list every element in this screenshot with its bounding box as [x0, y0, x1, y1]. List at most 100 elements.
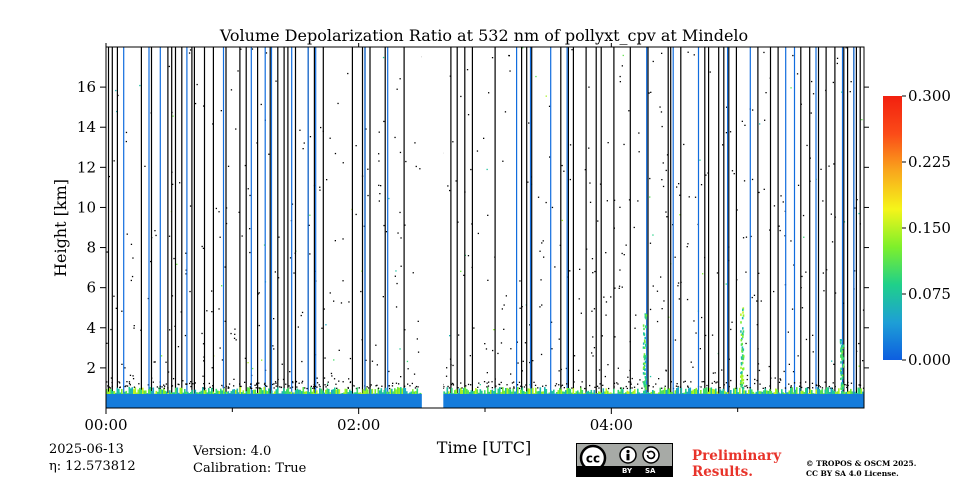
surface-layer-edge — [343, 392, 345, 394]
noise-dot — [379, 193, 381, 195]
noise-dot — [240, 48, 242, 50]
surface-layer-edge — [760, 391, 762, 394]
elevated-feature-pixel — [645, 325, 647, 329]
surface-noise-dot — [516, 384, 519, 386]
noise-dot — [457, 221, 459, 223]
noise-dot — [106, 342, 108, 344]
surface-noise-dot — [581, 381, 583, 383]
surface-noise-dot — [788, 383, 790, 385]
surface-noise-dot — [670, 381, 672, 383]
noise-dot — [309, 214, 311, 216]
profile-column-black — [735, 47, 737, 408]
surface-noise-dot — [613, 382, 616, 384]
noise-dot — [788, 363, 790, 365]
elevated-feature-pixel — [842, 346, 844, 350]
noise-dot — [854, 270, 856, 272]
profile-columns — [107, 47, 861, 408]
surface-layer-edge — [754, 393, 756, 394]
profile-column-black — [723, 47, 725, 408]
noise-dot — [382, 296, 384, 298]
elevated-feature-pixel — [742, 330, 745, 333]
surface-layer-edge — [302, 387, 305, 394]
surface-layer-edge — [563, 391, 566, 394]
noise-dot — [661, 52, 663, 54]
profile-column-blue — [853, 47, 855, 408]
noise-dot — [679, 194, 681, 196]
noise-dot — [399, 211, 401, 214]
surface-noise-dot — [369, 385, 371, 388]
meta-version: Version: 4.0 — [193, 444, 272, 459]
surface-layer-edge — [859, 388, 861, 394]
elevated-feature-pixel — [840, 387, 842, 390]
surface-layer-edge — [448, 391, 450, 394]
noise-dot — [539, 250, 541, 252]
noise-dot — [736, 209, 738, 211]
elevated-feature-pixel — [842, 385, 844, 389]
surface-noise-dot — [754, 382, 756, 385]
profile-column-black — [239, 47, 241, 408]
profile-column-black — [193, 47, 195, 408]
surface-noise-dot — [495, 385, 497, 387]
surface-noise-dot — [209, 386, 211, 388]
profile-column-black — [800, 47, 802, 408]
noise-dot — [550, 321, 553, 323]
noise-dot — [483, 137, 485, 139]
surface-layer-edge — [230, 391, 233, 394]
surface-layer-edge — [800, 391, 803, 394]
surface-noise-dot — [273, 387, 275, 389]
noise-dot — [601, 335, 603, 337]
noise-dot — [382, 56, 385, 59]
noise-dot — [211, 367, 213, 369]
meta-eta: η: 12.573812 — [49, 459, 136, 474]
noise-dot — [139, 84, 141, 87]
noise-dot — [479, 384, 481, 386]
surface-noise-dot — [518, 381, 521, 383]
noise-dot — [619, 269, 621, 271]
sa-icon — [642, 446, 660, 464]
surface-noise-dot — [452, 384, 455, 386]
noise-dot — [194, 102, 197, 105]
noise-dot — [160, 355, 163, 357]
noise-dot — [658, 378, 660, 380]
noise-dot — [413, 373, 416, 375]
noise-dot — [399, 151, 402, 154]
surface-layer-edge — [110, 389, 113, 394]
noise-dot — [510, 348, 512, 350]
noise-dot — [677, 285, 679, 287]
surface-layer-edge — [848, 390, 851, 394]
surface-layer-edge — [671, 391, 674, 394]
surface-layer-edge — [155, 390, 158, 394]
surface-noise-dot — [819, 386, 822, 388]
surface-noise-dot — [310, 385, 312, 387]
x-axis: 00:00 02:00 04:00 — [84, 43, 739, 434]
surface-noise-dot — [404, 385, 406, 387]
noise-dot — [378, 184, 380, 186]
surface-noise-dot — [759, 383, 761, 385]
noise-dot — [763, 51, 765, 54]
surface-noise-dot — [818, 385, 820, 387]
noise-dot — [638, 151, 640, 153]
surface-layer-edge — [239, 387, 242, 394]
surface-layer-edge — [629, 389, 632, 394]
surface-layer-edge — [529, 388, 531, 394]
cc-license-icon: cc — [579, 444, 660, 472]
noise-dot — [731, 170, 734, 172]
surface-layer-edge — [494, 388, 497, 394]
preliminary-line-2: Results. — [692, 464, 753, 480]
elevated-feature-pixel — [644, 356, 647, 359]
noise-dot — [144, 165, 146, 167]
noise-dot — [797, 184, 800, 186]
noise-dot — [235, 128, 237, 130]
noise-dot — [686, 246, 688, 248]
surface-layer-edge — [395, 389, 398, 394]
noise-dot — [378, 160, 380, 162]
surface-noise-dot — [596, 385, 599, 387]
profile-column-blue — [749, 47, 751, 408]
surface-layer-edge — [499, 387, 501, 394]
surface-noise-dot — [723, 384, 725, 386]
surface-noise-dot — [177, 383, 179, 385]
surface-layer-edge — [284, 391, 287, 394]
noise-dot — [649, 177, 651, 180]
noise-dot — [172, 115, 174, 117]
